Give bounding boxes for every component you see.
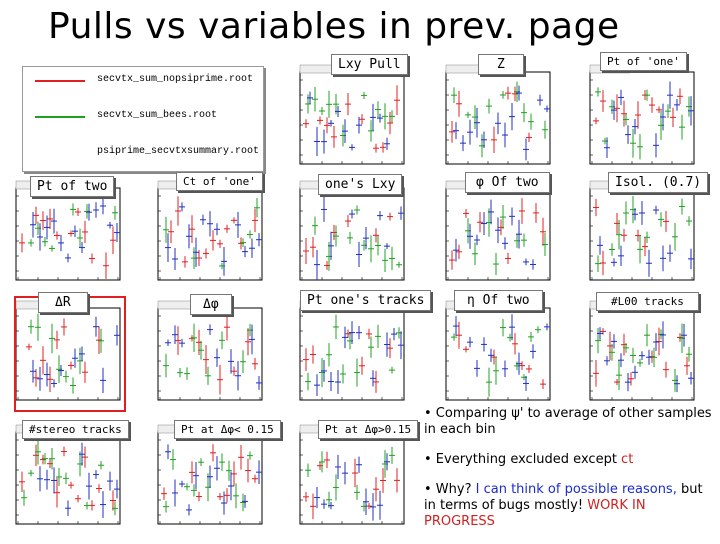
highlight-ct: ct xyxy=(621,452,634,467)
legend-label: secvtx_sum_nopsiprime.root xyxy=(97,74,254,85)
plot-canvas xyxy=(589,300,695,401)
panel-label-z: Z xyxy=(478,54,524,75)
panel-label-stereo-tracks: #stereo tracks xyxy=(22,420,129,439)
panel-label-dphi: Δφ xyxy=(190,294,232,315)
legend-line-red xyxy=(35,80,85,82)
plot-frame xyxy=(299,187,405,281)
plot-canvas xyxy=(299,180,405,281)
red-text: WORK IN PROGRESS xyxy=(424,498,646,529)
plot-canvas xyxy=(299,424,405,525)
blue-text: I can think of possible reasons, xyxy=(475,482,677,497)
notes-block: • Comparing ψ' to average of other sampl… xyxy=(424,406,716,544)
plot-canvas xyxy=(445,300,551,401)
plot-panel xyxy=(150,296,266,406)
legend-entry: psiprime_secvtxsummary.root xyxy=(29,143,259,163)
panel-label-l00-tracks: #L00 tracks xyxy=(596,292,699,311)
plot-panel xyxy=(8,296,124,406)
bullet-comparing: • Comparing ψ' to average of other sampl… xyxy=(424,406,716,438)
legend-entry: secvtx_sum_bees.root xyxy=(29,107,259,127)
plot-panel xyxy=(292,296,408,406)
plot-canvas xyxy=(445,180,551,281)
plot-frame xyxy=(157,307,263,401)
plot-panel xyxy=(292,176,408,286)
bullet-text: • Comparing xyxy=(424,406,512,421)
bullet-text: • Why? xyxy=(424,482,476,497)
plot-canvas xyxy=(157,424,263,525)
panel-label-eta-two: η Of two xyxy=(454,290,543,311)
highlight-frame xyxy=(14,296,126,412)
panel-label-pt-two: Pt of two xyxy=(30,176,115,197)
panel-label-pt-dphi-lt: Pt at Δφ< 0.15 xyxy=(174,420,281,439)
plot-panel xyxy=(150,420,266,530)
legend-label: secvtx_sum_bees.root xyxy=(97,110,218,121)
panel-label-dr: ΔR xyxy=(38,292,88,313)
panel-label-ct-one: Ct of 'one' xyxy=(176,172,263,191)
plot-panel xyxy=(292,420,408,530)
plot-panel xyxy=(438,176,554,286)
plot-panel xyxy=(438,60,554,170)
plot-canvas xyxy=(299,300,405,401)
legend-label: psiprime_secvtxsummary.root xyxy=(97,146,260,157)
plot-frame xyxy=(589,71,695,165)
plot-canvas xyxy=(15,180,121,281)
legend-box: secvtx_sum_nopsiprime.root secvtx_sum_be… xyxy=(22,66,264,172)
panel-label-isol: Isol. (0.7) xyxy=(608,172,709,193)
plot-canvas xyxy=(15,300,121,401)
plot-canvas xyxy=(445,64,551,165)
plot-canvas xyxy=(157,300,263,401)
bullet-excluded: • Everything excluded except ct xyxy=(424,452,716,468)
plot-panel xyxy=(582,296,698,406)
panel-label-pt-dphi-gt: Pt at Δφ>0.15 xyxy=(318,420,419,439)
plot-frame xyxy=(445,307,551,401)
plot-canvas xyxy=(157,180,263,281)
plot-panel xyxy=(438,296,554,406)
panel-label-pt-one-tracks: Pt one's tracks xyxy=(300,290,432,311)
page-title: Pulls vs variables in prev. page xyxy=(48,6,620,47)
plot-panel xyxy=(150,176,266,286)
bullet-text: to average of other samples in each bin xyxy=(424,406,712,437)
plot-frame xyxy=(299,431,405,525)
bullet-why: • Why? I can think of possible reasons, … xyxy=(424,482,716,530)
psi-symbol: ψ' xyxy=(511,406,524,421)
plot-panel xyxy=(292,60,408,170)
legend-entry: secvtx_sum_nopsiprime.root xyxy=(29,71,259,91)
panel-label-phi-two: φ Of two xyxy=(465,172,550,193)
legend-line-green xyxy=(35,116,85,118)
bullet-text: but in terms of bugs mostly! xyxy=(424,482,703,513)
panel-label-pt-one: Pt of 'one' xyxy=(600,52,687,71)
plot-canvas xyxy=(15,424,121,525)
panel-label-one-lxy: one's Lxy xyxy=(318,174,403,195)
plot-panel xyxy=(8,420,124,530)
bullet-text: • Everything excluded except xyxy=(424,452,622,467)
plot-panel xyxy=(582,60,698,170)
plot-canvas xyxy=(589,64,695,165)
plot-panel xyxy=(8,176,124,286)
plot-canvas xyxy=(299,64,405,165)
panel-label-lxy-pull: Lxy Pull xyxy=(331,54,408,75)
